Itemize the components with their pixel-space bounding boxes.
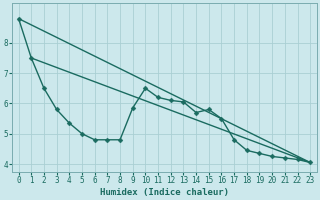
X-axis label: Humidex (Indice chaleur): Humidex (Indice chaleur): [100, 188, 229, 197]
